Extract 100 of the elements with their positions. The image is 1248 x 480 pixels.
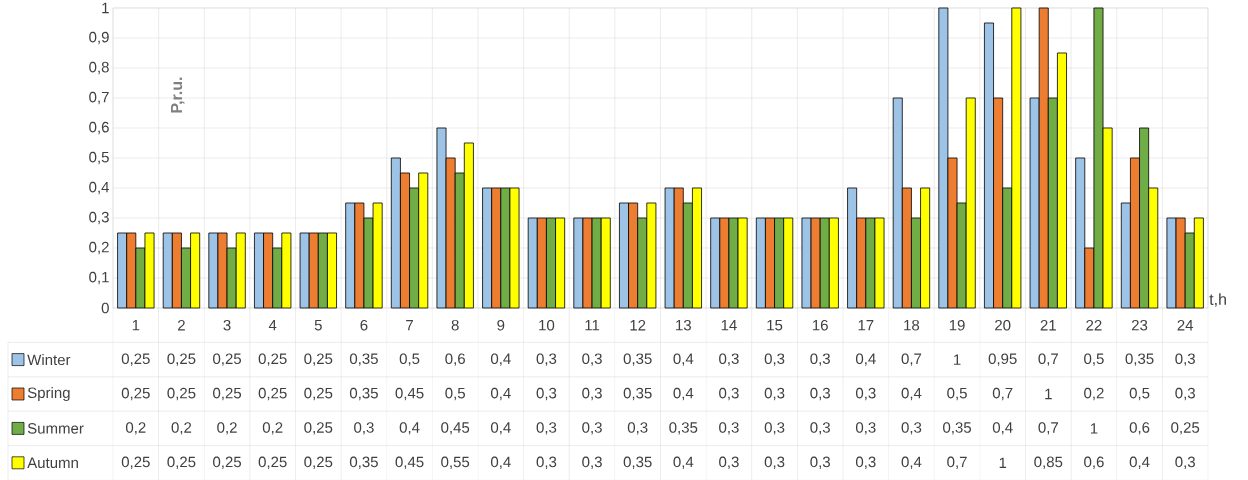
data-label: 0,4	[901, 387, 922, 401]
data-label: 0,3	[764, 387, 785, 401]
data-label: 0,2	[125, 422, 146, 435]
data-label: 0,7	[1038, 422, 1058, 435]
data-label: 0,85	[1034, 456, 1063, 469]
data-label: 0,7	[901, 353, 922, 366]
y-tick-label: 0,6	[89, 121, 109, 135]
y-axis-title: P,r.u.	[170, 77, 185, 113]
data-label: 0,3	[855, 456, 876, 469]
data-label: 0,3	[354, 422, 374, 435]
data-label: 0,3	[1175, 387, 1195, 401]
legend-label: Summer	[27, 423, 84, 434]
x-tick-label: 3	[223, 319, 231, 331]
data-label: 0,25	[121, 456, 150, 469]
data-label: 0,3	[810, 456, 830, 469]
x-tick-label: 4	[268, 320, 277, 331]
data-label: 0,5	[445, 387, 465, 401]
data-label: 1	[954, 354, 961, 365]
data-label: 0,55	[441, 456, 470, 469]
data-label: 0,4	[1129, 456, 1150, 469]
data-label: 0,3	[810, 422, 830, 435]
data-label: 0,2	[1084, 387, 1104, 401]
data-label: 0,35	[1125, 353, 1154, 366]
data-label: 0,3	[719, 353, 739, 366]
data-label: 0,7	[947, 456, 967, 469]
x-tick-label: 13	[676, 319, 691, 331]
data-label: 0,25	[167, 353, 196, 366]
data-label: 0,4	[673, 387, 694, 401]
data-label: 0,35	[349, 353, 378, 366]
data-label: 0,3	[810, 353, 830, 366]
x-tick-label: 2	[178, 319, 185, 331]
data-label: 0,4	[490, 456, 511, 469]
data-label: 0,4	[901, 456, 922, 469]
data-label: 0,3	[719, 456, 739, 469]
y-tick-label: 0,8	[89, 61, 109, 75]
data-label: 0,35	[349, 456, 378, 469]
data-label: 0,25	[213, 353, 242, 366]
y-tick-label: 0,2	[89, 241, 109, 255]
x-tick-label: 21	[1040, 319, 1056, 331]
legend-label: Winter	[27, 354, 71, 366]
data-label: 0,3	[582, 422, 602, 435]
x-tick-label: 6	[360, 319, 368, 331]
data-label: 0,3	[855, 422, 876, 435]
data-label: 0,3	[582, 387, 602, 401]
data-label: 0,3	[536, 353, 557, 366]
x-tick-label: 15	[767, 319, 783, 331]
data-label: 0,3	[627, 422, 648, 435]
data-label: 0,25	[304, 387, 333, 401]
x-tick-label: 24	[1177, 319, 1194, 331]
data-label: 0,5	[1084, 353, 1104, 366]
data-label: 0,25	[304, 353, 333, 366]
data-label: 0,3	[719, 387, 739, 401]
data-label: 0,25	[167, 456, 196, 469]
data-label: 0,25	[304, 456, 333, 469]
y-tick-label: 0,4	[89, 181, 110, 195]
data-label: 0,95	[988, 353, 1017, 366]
data-label: 0,5	[399, 353, 420, 366]
data-label: 0,3	[719, 422, 739, 435]
data-label: 0,4	[992, 422, 1013, 435]
data-label: 0,3	[1175, 353, 1195, 366]
data-label: 0,35	[623, 353, 652, 366]
data-label: 0,2	[217, 422, 237, 435]
x-tick-label: 22	[1086, 319, 1102, 331]
x-tick-label: 8	[451, 319, 459, 331]
data-label: 0,7	[992, 387, 1013, 401]
data-label: 1	[1045, 388, 1052, 400]
data-label: 0,3	[764, 353, 785, 366]
data-label: 0,4	[673, 353, 694, 366]
data-label: 0,3	[1175, 456, 1195, 469]
data-label: 0,7	[1038, 353, 1058, 366]
data-label: 0,25	[258, 353, 287, 366]
x-tick-label: 19	[949, 319, 965, 331]
data-label: 0,5	[947, 387, 967, 401]
data-label: 0,4	[490, 387, 511, 401]
x-tick-label: 23	[1131, 319, 1148, 331]
x-tick-label: 17	[858, 320, 874, 331]
data-label: 0,3	[764, 456, 785, 469]
data-label: 0,25	[121, 353, 150, 366]
data-label: 0,3	[582, 456, 602, 469]
data-label: 0,4	[490, 353, 511, 366]
data-label: 1	[999, 457, 1007, 468]
data-label: 0,4	[399, 422, 420, 435]
data-label: 0,3	[764, 422, 785, 435]
data-label: 0,3	[855, 387, 876, 401]
x-tick-label: 11	[585, 320, 600, 331]
data-label: 0,45	[395, 387, 424, 401]
data-label: 0,3	[536, 422, 557, 435]
y-tick-label: 0	[101, 302, 109, 314]
data-label: 0,3	[810, 387, 830, 401]
data-label: 0,35	[349, 387, 378, 401]
x-tick-label: 14	[721, 320, 737, 331]
y-tick-label: 0,9	[89, 31, 109, 45]
data-label: 1	[1090, 423, 1098, 434]
data-label: 0,25	[258, 456, 287, 469]
data-label: 0,35	[623, 456, 652, 469]
data-label: 0,3	[536, 456, 557, 469]
data-label: 0,45	[441, 422, 470, 435]
data-label: 0,2	[171, 422, 192, 435]
x-tick-label: 16	[812, 319, 828, 331]
data-label: 0,25	[121, 387, 150, 401]
